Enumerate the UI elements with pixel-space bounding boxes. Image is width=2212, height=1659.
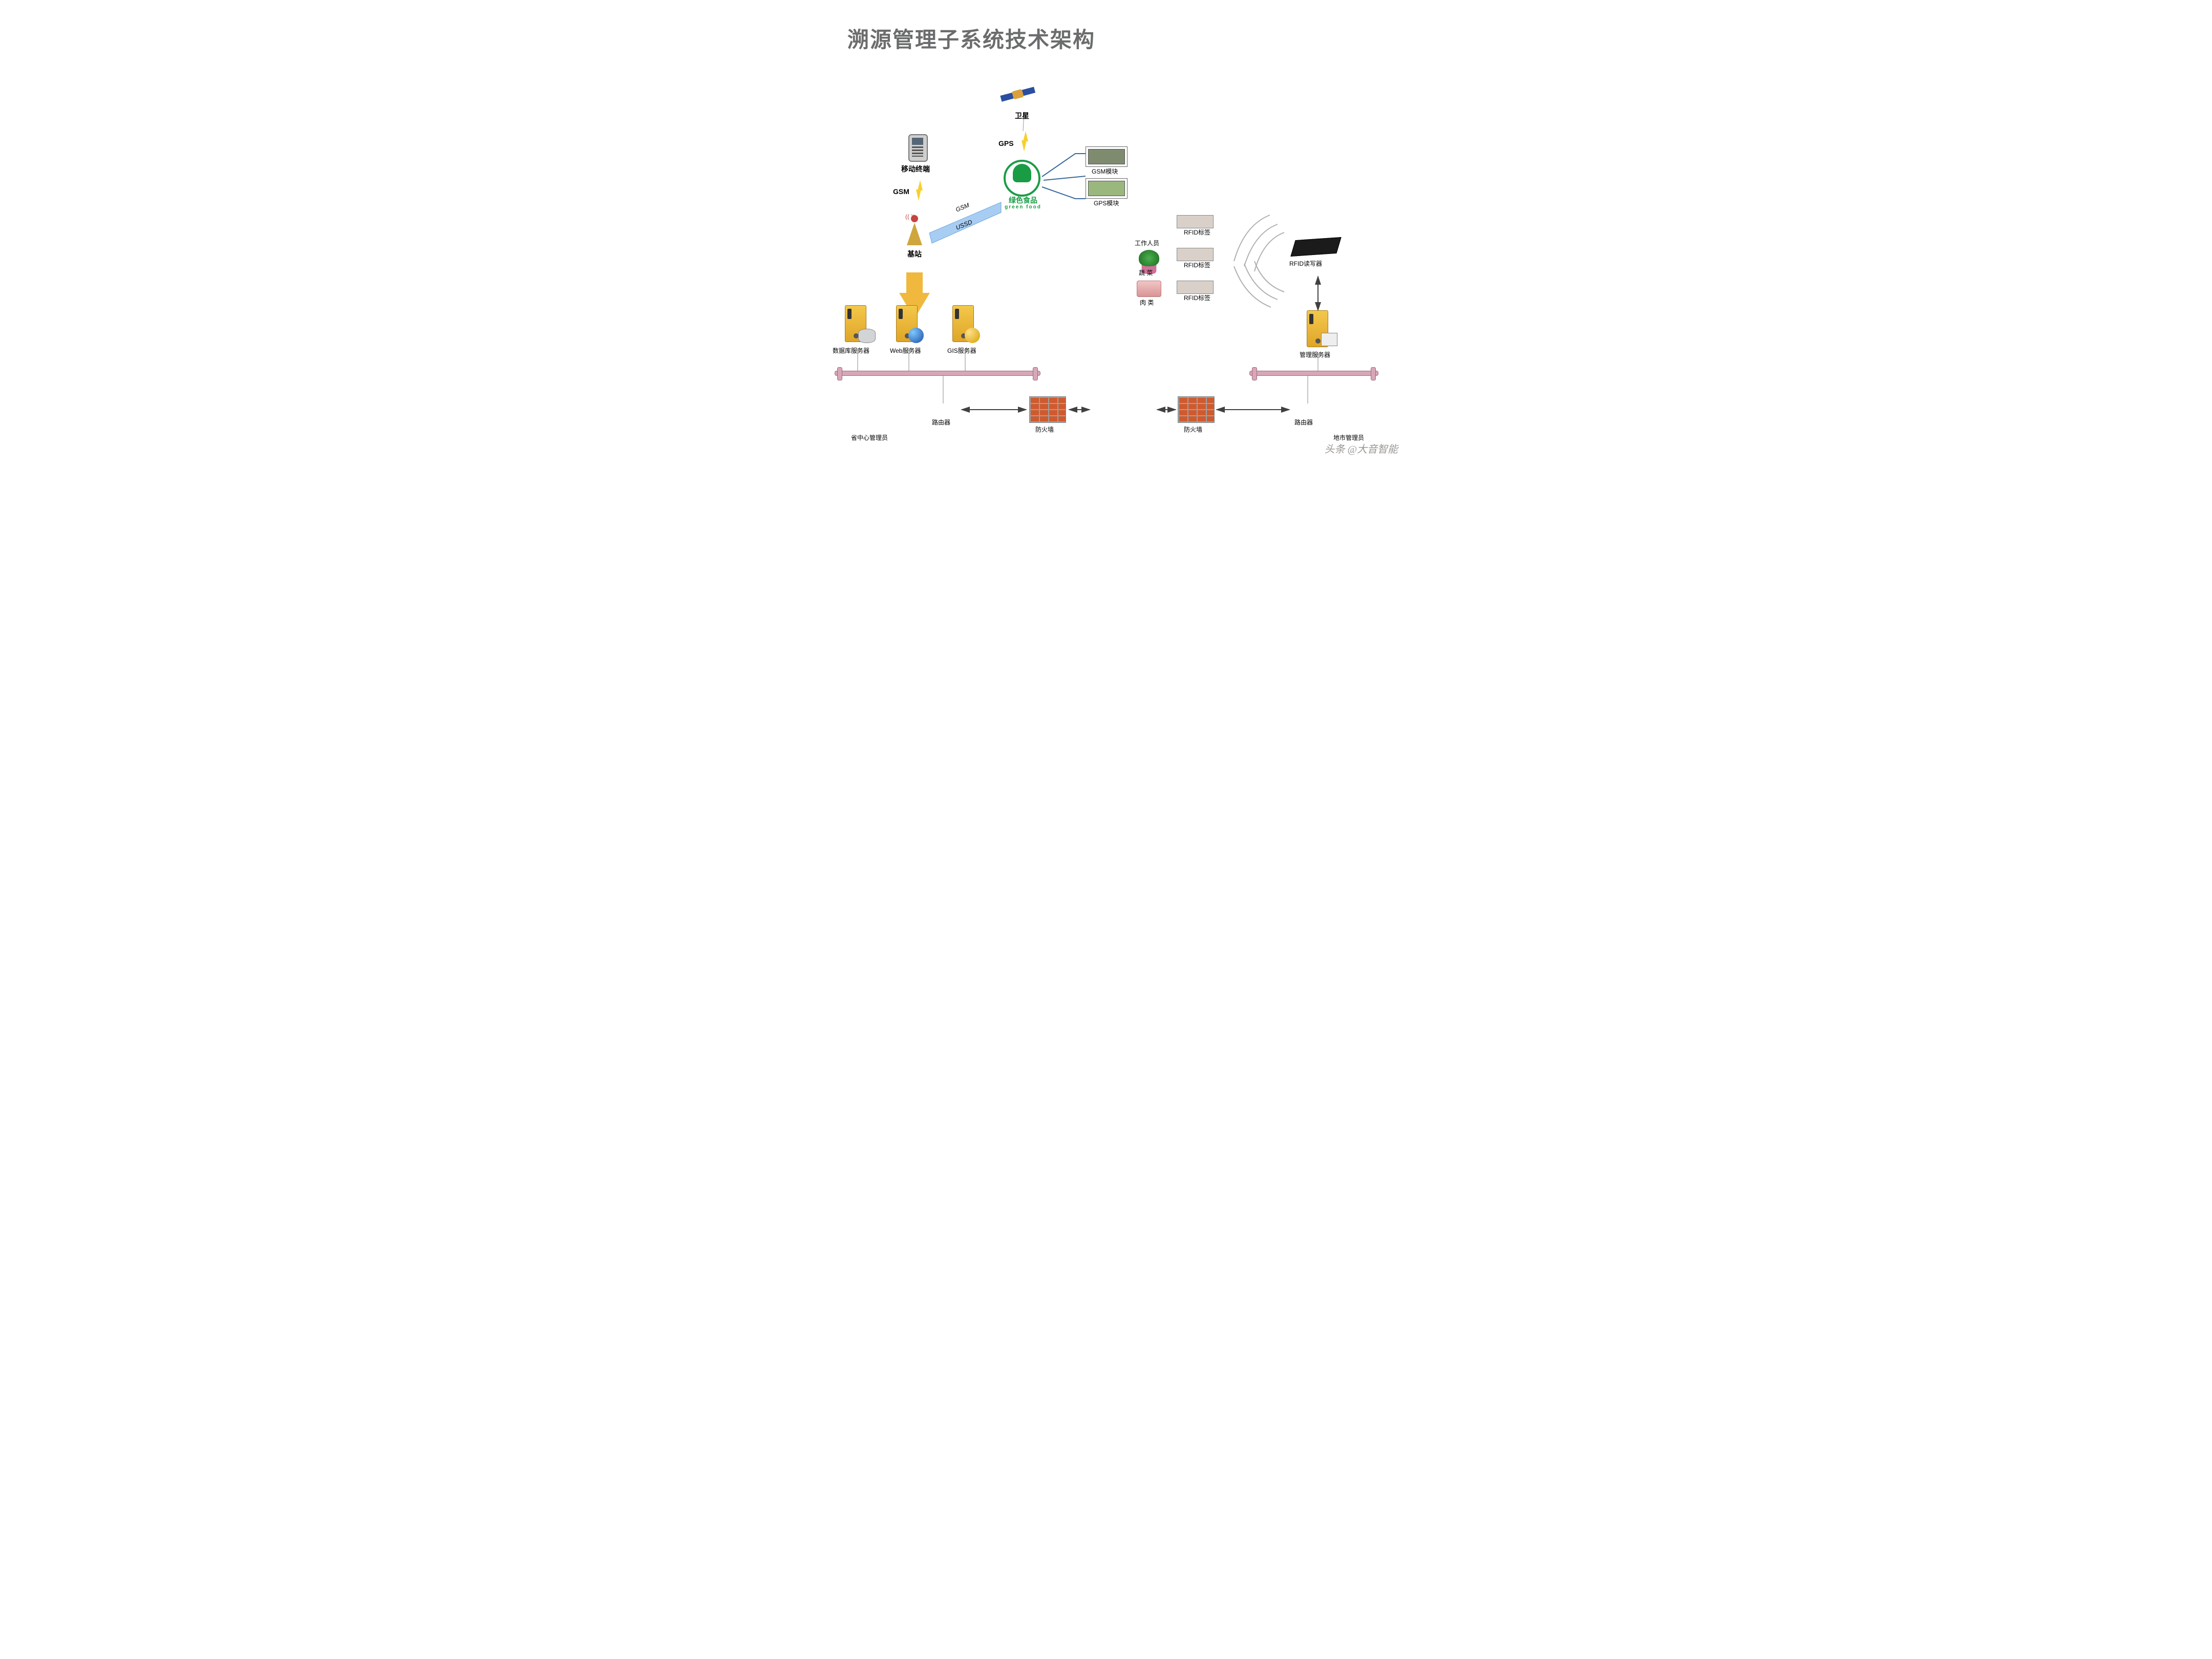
satellite-icon bbox=[997, 82, 1038, 110]
vegetable-icon bbox=[1139, 250, 1159, 266]
router-right-label: 路由器 bbox=[1294, 418, 1313, 427]
mgmt-server-icon bbox=[1307, 310, 1328, 347]
base-station-label: 基站 bbox=[907, 249, 922, 259]
province-admin-label: 省中心管理员 bbox=[851, 433, 888, 442]
gis-server-icon bbox=[952, 305, 974, 342]
vegetable-label: 蔬 菜 bbox=[1139, 268, 1153, 277]
firewall-left-icon bbox=[1029, 396, 1066, 423]
green-food-logo-text: 绿色食品 green food bbox=[1003, 197, 1044, 210]
rfid-tag-2-icon bbox=[1177, 248, 1214, 261]
gps-module-label: GPS模块 bbox=[1094, 199, 1119, 207]
rfid-tag-3-label: RFID标签 bbox=[1182, 295, 1213, 302]
ussd-beam-label: USSD bbox=[955, 218, 973, 231]
gps-label: GPS bbox=[998, 139, 1014, 147]
mobile-terminal-label: 移动终端 bbox=[901, 164, 930, 174]
firewall-right-icon bbox=[1178, 396, 1215, 423]
gsm-beam-label: GSM bbox=[954, 201, 970, 213]
rfid-tag-1-icon bbox=[1177, 215, 1214, 228]
meat-label: 肉 类 bbox=[1140, 298, 1154, 307]
gsm-bolt-icon bbox=[914, 180, 924, 202]
gis-server-label: GIS服务器 bbox=[947, 346, 976, 355]
web-server-icon bbox=[896, 305, 918, 342]
satellite-label: 卫星 bbox=[1015, 111, 1029, 121]
firewall-left-label: 防火墙 bbox=[1035, 425, 1054, 434]
gsm-module-label: GSM模块 bbox=[1092, 167, 1118, 176]
gsm-label: GSM bbox=[893, 187, 909, 196]
gps-bolt-icon bbox=[1020, 131, 1029, 153]
mgmt-server-label: 管理服务器 bbox=[1300, 350, 1330, 359]
meat-icon bbox=[1137, 281, 1161, 297]
rfid-reader-label: RFID读写器 bbox=[1289, 259, 1322, 268]
rfid-tag-2-label: RFID标签 bbox=[1182, 262, 1213, 269]
netbar-left bbox=[835, 371, 1040, 376]
worker-label: 工作人员 bbox=[1135, 239, 1159, 247]
gps-module-icon bbox=[1086, 178, 1128, 199]
router-left-label: 路由器 bbox=[932, 418, 950, 427]
netbar-right bbox=[1249, 371, 1378, 376]
base-station-icon: (( )) bbox=[904, 210, 925, 246]
gsm-module-icon bbox=[1086, 146, 1128, 167]
web-server-label: Web服务器 bbox=[890, 346, 921, 355]
db-server-label: 数据库服务器 bbox=[833, 346, 869, 355]
rfid-tag-1-label: RFID标签 bbox=[1182, 229, 1213, 236]
rfid-reader-icon bbox=[1290, 237, 1341, 257]
logo-cn: 绿色食品 bbox=[1009, 196, 1037, 204]
connections-layer bbox=[799, 0, 1413, 461]
logo-en: green food bbox=[1003, 204, 1044, 210]
rfid-tag-3-icon bbox=[1177, 281, 1214, 294]
page-title: 溯源管理子系统技术架构 bbox=[847, 23, 1095, 54]
green-food-logo-icon bbox=[1004, 160, 1039, 196]
mobile-terminal-icon bbox=[908, 134, 928, 162]
diagram-canvas: 溯源管理子系统技术架构 bbox=[799, 0, 1413, 461]
firewall-right-label: 防火墙 bbox=[1184, 425, 1202, 434]
db-server-icon bbox=[845, 305, 866, 342]
watermark-text: 头条 @大音智能 bbox=[1325, 441, 1398, 456]
